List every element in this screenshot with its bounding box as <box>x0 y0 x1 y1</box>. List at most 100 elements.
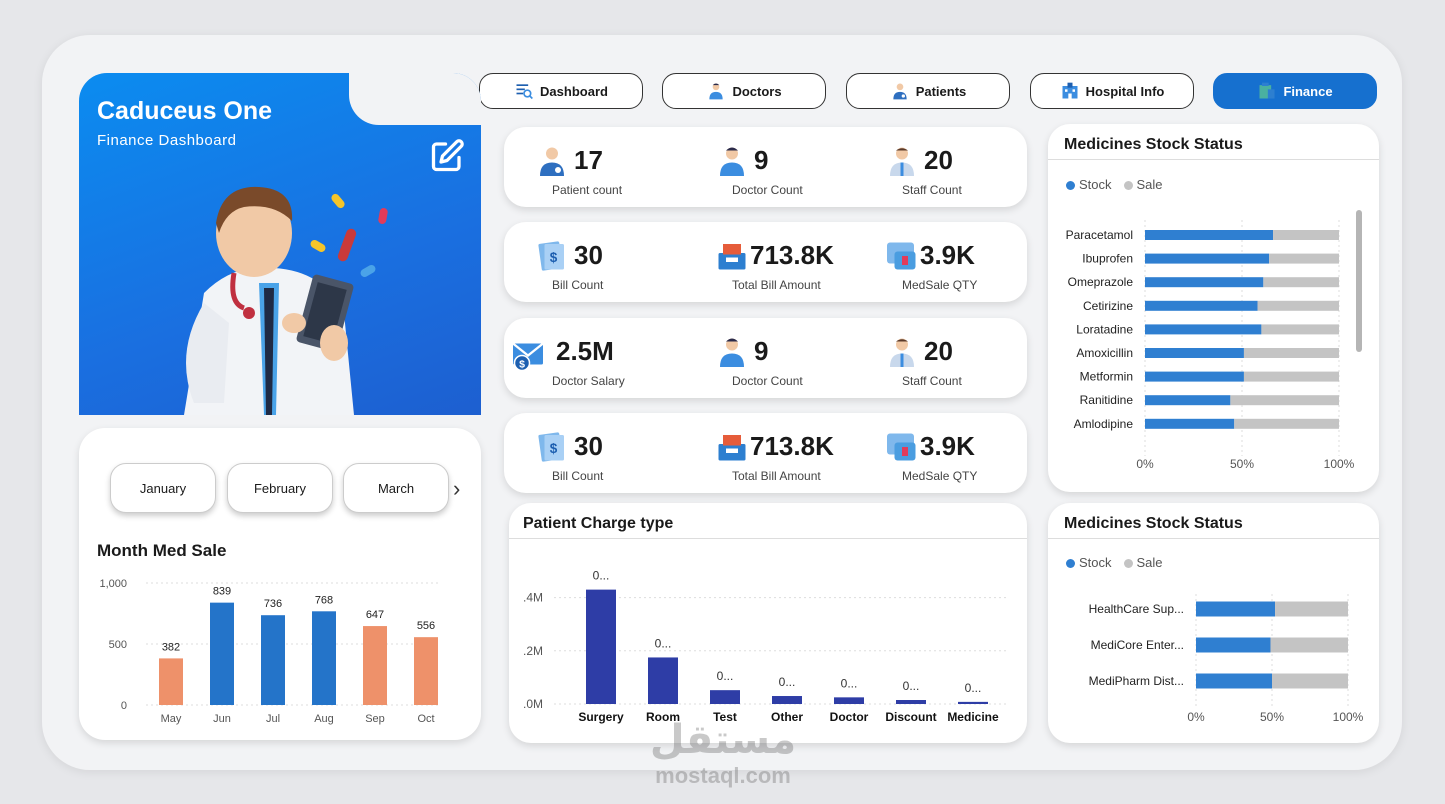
bar-test <box>710 690 740 704</box>
cash-register-icon <box>718 244 746 270</box>
patient-charge-title: Patient Charge type <box>523 515 674 532</box>
bar-other <box>772 696 802 704</box>
nav-doctors[interactable]: Doctors <box>662 73 826 109</box>
x-tick-label: Jun <box>213 713 231 725</box>
data-label: 839 <box>213 586 231 598</box>
nav-dashboard[interactable]: Dashboard <box>479 73 643 109</box>
kpi-value: 713.8K <box>750 431 834 461</box>
kpi-label: Patient count <box>552 183 623 197</box>
y-tick-label: Amlodipine <box>1074 417 1134 431</box>
medsale-icon <box>887 433 916 461</box>
kpi-value: 20 <box>924 336 953 366</box>
patient-icon <box>893 83 907 100</box>
salary-envelope-icon: $ <box>512 342 544 372</box>
edit-icon[interactable] <box>429 138 465 174</box>
x-tick-label: 50% <box>1260 710 1284 724</box>
nav-label: Finance <box>1283 83 1333 99</box>
scrollbar[interactable] <box>1356 210 1362 352</box>
doctor-icon <box>709 83 724 100</box>
kpi-row: 17 Patient count 9 Doctor Count 20 Staff Coun… <box>504 127 1027 207</box>
kpi-label: MedSale QTY <box>902 469 978 483</box>
x-tick-label: 0% <box>1136 457 1154 471</box>
kpi-card: $30 Bill Count <box>504 222 1027 302</box>
kpi-value: 30 <box>574 240 603 270</box>
y-tick-label: HealthCare Sup... <box>1089 602 1184 616</box>
kpi-value: 3.9K <box>920 431 975 461</box>
nav-hospital-info[interactable]: Hospital Info <box>1030 73 1194 109</box>
data-label: 556 <box>417 620 435 632</box>
medsale-icon <box>887 242 916 270</box>
chevron-right-icon[interactable]: › <box>453 476 461 501</box>
cash-register-icon <box>718 435 746 461</box>
y-tick-label: Amoxicillin <box>1076 346 1133 360</box>
y-tick-label: .4M <box>523 591 543 605</box>
x-tick-label: 0% <box>1187 710 1205 724</box>
month-button-march[interactable]: March <box>343 463 449 513</box>
y-tick-label: MediPharm Dist... <box>1089 674 1184 688</box>
bar-sale <box>1275 601 1348 617</box>
nav-finance[interactable]: Finance <box>1213 73 1377 109</box>
kpi-value: 3.9K <box>920 240 975 270</box>
month-panel: January February March › Month Med Sale … <box>79 428 481 740</box>
bar-sale <box>1269 253 1339 264</box>
bar-sep <box>363 626 387 705</box>
bar-stock <box>1196 673 1272 689</box>
data-label: 768 <box>315 594 333 606</box>
doctor-illustration <box>184 186 388 415</box>
nav-patients[interactable]: Patients <box>846 73 1010 109</box>
bar-stock <box>1196 637 1271 653</box>
app-title: Caduceus One <box>97 97 273 125</box>
bar-jun <box>210 602 234 705</box>
bar-discount <box>896 700 926 704</box>
hospital-icon <box>1062 82 1078 99</box>
y-tick-label: Ibuprofen <box>1082 252 1133 266</box>
x-tick-label: 50% <box>1230 457 1254 471</box>
chart-legend: Stock Sale <box>1066 177 1163 192</box>
x-tick-label: Discount <box>885 710 936 724</box>
y-tick-label: Loratadine <box>1076 322 1133 336</box>
watermark-logo: مستقل mostaql.com <box>650 718 796 788</box>
y-tick-label: 1,000 <box>99 578 127 590</box>
x-tick-label: Doctor <box>830 710 869 724</box>
medicine-stock-panel-1: Medicines Stock Status Stock Sale Parace… <box>1048 124 1379 492</box>
month-button-january[interactable]: January <box>110 463 216 513</box>
x-tick-label: Room <box>646 710 680 724</box>
kpi-label: Staff Count <box>902 374 962 388</box>
legend-sale: Sale <box>1123 555 1163 570</box>
medicine-stock-title-1: Medicines Stock Status <box>1064 136 1243 153</box>
bar-jul <box>261 615 285 705</box>
month-button-february[interactable]: February <box>227 463 333 513</box>
data-label: 647 <box>366 609 384 621</box>
bar-stock <box>1145 230 1274 240</box>
bar-sale <box>1234 418 1339 429</box>
legend-sale: Sale <box>1123 177 1163 192</box>
data-label: 0... <box>779 675 796 689</box>
y-tick-label: Cetirizine <box>1083 299 1133 313</box>
kpi-value: 17 <box>574 145 603 175</box>
medicine-stock-chart-1: Paracetamol Ibuprofen Omeprazole Cetirizine… <box>1066 220 1355 471</box>
kpi-label: Bill Count <box>552 278 604 292</box>
legend-stock: Stock <box>1066 555 1112 570</box>
svg-text:$: $ <box>550 250 558 265</box>
kpi-label: Doctor Salary <box>552 374 625 388</box>
nav-label: Patients <box>915 83 967 99</box>
x-tick-label: Medicine <box>947 710 999 724</box>
kpi-card: 9 Doctor Count <box>504 318 1027 398</box>
x-tick-label: 100% <box>1333 710 1364 724</box>
data-label: 0... <box>841 676 858 690</box>
kpi-card: $30 Bill Count <box>504 413 1027 493</box>
kpi-row: $2.5M Doctor Salary 9 Doctor Count 20 Staff C… <box>504 318 1027 398</box>
chart-legend: Stock Sale <box>1066 555 1163 570</box>
data-label: 0... <box>903 679 920 693</box>
panel-header <box>1048 503 1379 539</box>
y-tick-label: MediCore Enter... <box>1091 638 1184 652</box>
kpi-label: Doctor Count <box>732 183 803 197</box>
bar-stock <box>1145 395 1231 406</box>
kpi-value: 2.5M <box>556 336 614 366</box>
kpi-row: $30 Bill Count 713.8K Total Bill Amount 3.9K… <box>504 413 1027 493</box>
y-tick-label: .0M <box>523 697 543 711</box>
bar-sale <box>1261 324 1339 335</box>
svg-text:مستقل: مستقل <box>650 718 796 762</box>
x-tick-label: Other <box>771 710 803 724</box>
x-tick-label: Surgery <box>578 710 624 724</box>
